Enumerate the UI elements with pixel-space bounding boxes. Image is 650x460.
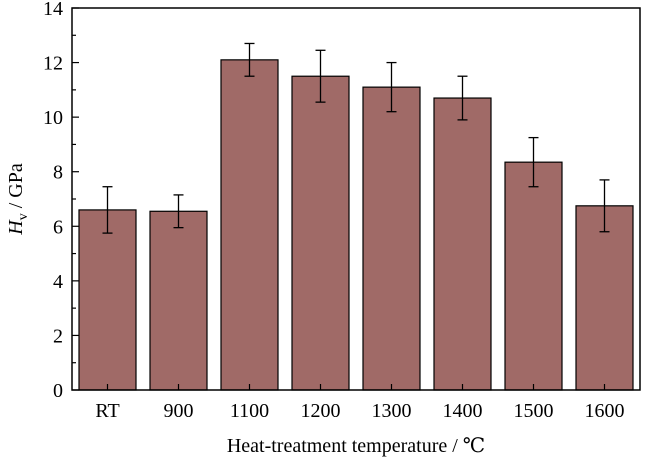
x-tick-label: 1200 — [301, 400, 341, 422]
y-tick-label: 6 — [53, 216, 63, 238]
bar-1600 — [575, 205, 634, 391]
bar-1400 — [433, 97, 492, 391]
error-bar-1200 — [315, 49, 326, 103]
x-tick-label: 1100 — [230, 400, 269, 422]
y-tick-label: 2 — [53, 325, 63, 347]
error-bar-1300 — [386, 61, 397, 113]
y-tick-label: 4 — [53, 271, 63, 293]
x-tick-labels: RT 900 1100 1200 1300 1400 1500 1600 — [95, 400, 624, 422]
bar-1300 — [362, 86, 421, 391]
bar-1100 — [220, 59, 279, 391]
x-tick-label: 1600 — [585, 400, 625, 422]
y-axis-title: Hv / GPa — [5, 163, 31, 236]
y-tick-labels: 0 2 4 6 8 10 12 14 — [43, 0, 63, 402]
y-axis-symbol: H — [5, 219, 27, 236]
y-tick-label: 14 — [43, 0, 63, 20]
bar-900 — [149, 210, 208, 391]
error-bar-1500 — [528, 136, 539, 188]
ticks-layer — [72, 7, 606, 391]
error-bar-1100 — [244, 42, 255, 77]
y-tick-label: 12 — [43, 53, 63, 75]
y-tick-label: 0 — [53, 380, 63, 402]
error-bars-layer — [102, 42, 610, 234]
error-bar-1600 — [599, 179, 610, 233]
error-bar-1400 — [457, 75, 468, 121]
x-tick-label: 1400 — [443, 400, 483, 422]
bar-1500 — [504, 161, 563, 391]
y-tick-label: 8 — [53, 162, 63, 184]
x-tick-label: RT — [95, 400, 119, 422]
y-tick-label: 10 — [43, 107, 63, 129]
bar-RT — [78, 209, 137, 391]
x-tick-label: 900 — [164, 400, 194, 422]
x-tick-label: 1500 — [514, 400, 554, 422]
bar-1200 — [291, 75, 350, 391]
y-axis-unit: / GPa — [5, 163, 27, 213]
x-axis-title: Heat-treatment temperature / ℃ — [227, 435, 485, 457]
bars-layer — [78, 59, 634, 391]
error-bar-900 — [173, 194, 184, 229]
error-bar-RT — [102, 186, 113, 234]
y-axis-subscript: v — [16, 213, 31, 220]
x-tick-label: 1300 — [372, 400, 412, 422]
